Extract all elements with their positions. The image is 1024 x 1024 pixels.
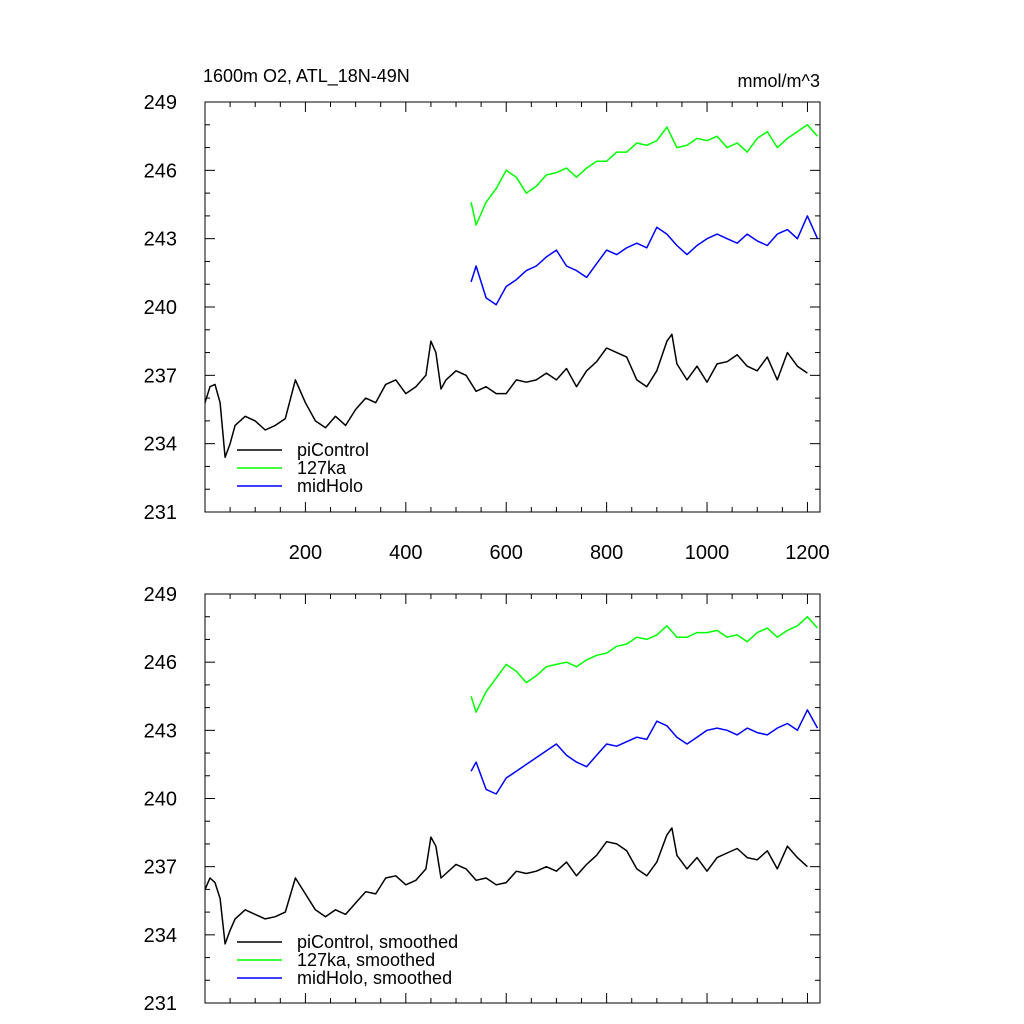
chart-title: 1600m O2, ATL_18N-49N: [203, 66, 410, 87]
panel-top: 231 234 237 240 243 246 249 200 400 600 800 1000 120…: [144, 92, 830, 564]
legend-label: 127ka, smoothed: [297, 950, 435, 970]
y-tick-label: 237: [144, 365, 177, 387]
series-line-picontrol: [204, 333, 808, 459]
y-tick-label: 243: [144, 229, 177, 251]
panel-bottom: 231 234 237 240 243 246 249 piControl, smoothed…: [144, 584, 821, 1015]
y-tick-label: 234: [144, 925, 177, 947]
legend-label: 127ka: [297, 458, 347, 478]
y-tick-label: 237: [144, 857, 177, 879]
series-line-127ka: [470, 124, 819, 226]
y-tick-label: 240: [144, 297, 177, 319]
series-line-127ka: [470, 615, 819, 713]
x-tick-label: 800: [590, 542, 623, 564]
y-tick-label: 231: [144, 993, 177, 1015]
y-tick-label: 249: [144, 584, 177, 606]
y-tick-label: 249: [144, 92, 177, 114]
units-label: mmol/m^3: [738, 71, 820, 91]
legend-label: midHolo: [297, 476, 363, 496]
legend-label: midHolo, smoothed: [297, 968, 452, 988]
x-tick-label: 400: [389, 542, 422, 564]
y-tick-label: 231: [144, 502, 177, 524]
y-tick-label: 246: [144, 652, 177, 674]
x-tick-label: 1000: [685, 542, 730, 564]
x-tick-label: 1200: [785, 542, 830, 564]
y-tick-label: 243: [144, 720, 177, 742]
series-line-midholo: [470, 709, 819, 795]
x-tick-label: 200: [289, 542, 322, 564]
y-tick-label: 246: [144, 160, 177, 182]
series-line-picontrol: [204, 827, 808, 945]
y-tick-label: 234: [144, 434, 177, 456]
series-line-midholo: [470, 215, 819, 306]
legend-label: piControl: [297, 440, 369, 460]
x-tick-label: 600: [490, 542, 523, 564]
y-tick-label: 240: [144, 789, 177, 811]
legend-label: piControl, smoothed: [297, 932, 458, 952]
